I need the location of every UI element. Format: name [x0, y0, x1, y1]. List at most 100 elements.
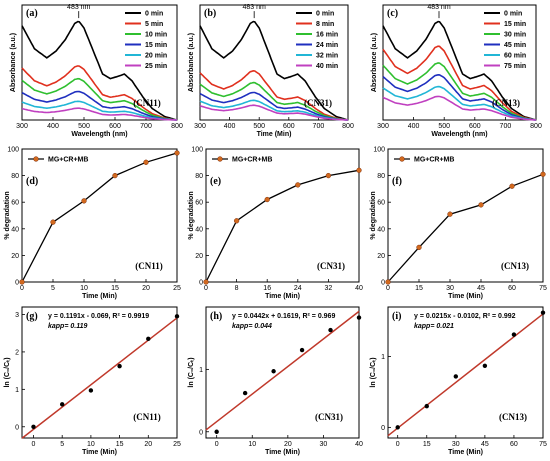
y-tick-label: 2 — [15, 349, 19, 356]
legend-label: 15 min — [145, 42, 167, 49]
data-point — [299, 347, 305, 353]
data-point — [264, 196, 270, 203]
y-tick-label: 20 — [11, 253, 19, 260]
x-tick-label: 75 — [539, 285, 547, 292]
y-tick-label: 60 — [195, 200, 203, 207]
y-tick-label: 0 — [381, 425, 385, 432]
y-tick-label: 3 — [15, 312, 19, 319]
x-tick-label: 15 — [116, 441, 124, 448]
data-point — [174, 150, 180, 156]
legend-label: MG+CR+MB — [414, 157, 454, 164]
legend-label: MG+CR+MB — [232, 157, 272, 164]
series-line — [21, 152, 178, 283]
sample-tag: (CN11) — [133, 98, 161, 108]
data-point — [511, 332, 517, 337]
fit-line — [205, 310, 360, 431]
data-point — [325, 172, 332, 179]
x-tick-label: 800 — [342, 123, 354, 130]
kapp-value: kapp= 0.021 — [414, 323, 454, 330]
data-point — [356, 167, 362, 173]
x-tick-label: 0 — [32, 441, 36, 448]
x-tick-label: 24 — [294, 285, 302, 292]
data-point — [482, 363, 488, 368]
plot-frame — [21, 4, 178, 121]
x-tick-label: 45 — [477, 285, 485, 292]
x-tick-label: 600 — [469, 123, 481, 130]
series-line — [382, 20, 537, 121]
y-tick-label: 0 — [15, 424, 19, 431]
legend-label: MG+CR+MB — [48, 157, 88, 164]
legend-label: 5 min — [145, 21, 163, 28]
data-point — [295, 182, 301, 188]
panel-label: (a) — [26, 8, 38, 19]
y-tick-label: 1 — [15, 387, 19, 394]
legend-label: 32 min — [316, 53, 338, 60]
x-tick-label: 700 — [500, 123, 512, 130]
data-point — [447, 211, 453, 217]
y-axis-title: ln (C₀/Cₜ) — [370, 357, 377, 387]
data-point — [328, 327, 333, 333]
y-tick-label: 100 — [373, 147, 385, 154]
x-tick-label: 15 — [423, 441, 431, 448]
y-tick-label: 20 — [195, 253, 203, 260]
legend-label: 24 min — [316, 42, 338, 49]
panel-e: 0 8 16 24 32 40 0 20 40 60 80 100 Time (Min) % degrad… — [188, 147, 363, 301]
peak-label: 483 nm — [427, 4, 451, 11]
panel-label: (f) — [392, 176, 402, 187]
x-tick-label: 10 — [80, 285, 88, 292]
series-line — [199, 20, 349, 121]
x-tick-label: 500 — [253, 123, 265, 130]
data-point — [117, 363, 122, 369]
data-point — [540, 310, 546, 315]
series-line — [21, 90, 178, 121]
y-axis-title: % degradation — [188, 191, 195, 239]
panel-c: 300 400 500 600 700 800 Wavelength (nm) Absorba… — [371, 4, 542, 138]
y-tick-label: 40 — [11, 226, 19, 233]
legend-label: 20 min — [145, 53, 167, 60]
series-line — [21, 77, 178, 121]
x-tick-label: 60 — [510, 441, 518, 448]
series-line — [382, 62, 537, 121]
data-point — [271, 369, 276, 374]
x-tick-label: 32 — [325, 285, 333, 292]
data-point — [453, 374, 459, 379]
y-tick-label: 1 — [199, 367, 203, 374]
x-tick-label: 60 — [508, 285, 516, 292]
y-tick-label: 80 — [195, 173, 203, 180]
x-axis-title: Time (Min) — [448, 449, 483, 456]
y-axis-title: ln (C₀/Cₜ) — [4, 357, 11, 387]
panel-h: 0 10 20 30 40 0 1 Time (Min) ln (C₀/Cₜ) (h) y = 0.… — [188, 306, 363, 456]
plot-frame — [382, 4, 537, 121]
series-line — [199, 69, 349, 121]
x-tick-label: 45 — [481, 441, 489, 448]
y-tick-label: 80 — [377, 173, 385, 180]
panel-label: (c) — [387, 8, 398, 19]
data-point — [214, 429, 219, 434]
plot-frame — [387, 148, 544, 283]
y-axis-title: Absorbance (a.u.) — [371, 33, 378, 92]
sample-tag: (CN11) — [135, 261, 163, 271]
y-tick-label: 40 — [377, 226, 385, 233]
x-axis-title: Time (Min) — [257, 131, 292, 138]
x-tick-label: 40 — [355, 441, 363, 448]
panel-g: 0 5 10 15 20 25 0 1 2 3 Time (Min) ln (C₀/Cₜ) (g) y =… — [4, 306, 181, 456]
peak-label: 483 nm — [67, 4, 91, 11]
legend-label: 60 min — [504, 53, 526, 60]
x-tick-label: 600 — [109, 123, 121, 130]
x-tick-label: 40 — [355, 285, 363, 292]
x-tick-label: 300 — [16, 123, 28, 130]
fit-line — [21, 317, 178, 439]
series-line — [21, 20, 178, 121]
plot-frame — [199, 4, 349, 121]
data-point — [509, 183, 515, 189]
y-tick-label: 40 — [195, 226, 203, 233]
x-tick-label: 16 — [263, 285, 271, 292]
panel-d: 0 5 10 15 20 25 0 20 40 60 80 100 Time (Min) % degrad… — [4, 147, 181, 301]
panel-i: 0 15 30 45 60 75 0 1 Time (Min) ln (C₀/Cₜ) (i) y = … — [370, 306, 547, 456]
sample-tag: (CN13) — [492, 98, 520, 108]
legend-marker — [33, 156, 39, 162]
x-axis-title: Wavelength (nm) — [431, 131, 487, 138]
legend-label: 16 min — [316, 32, 338, 39]
y-tick-label: 1 — [381, 354, 385, 361]
